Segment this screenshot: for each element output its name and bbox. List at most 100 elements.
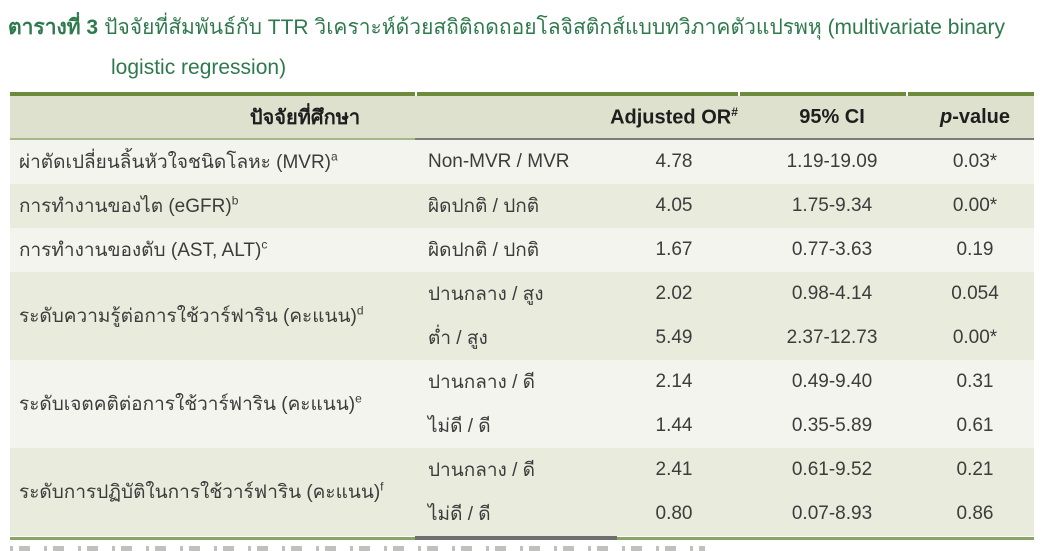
table-header-row: ปัจจัยที่ศึกษา Adjusted OR# 95% CI p-val… [10,96,1034,138]
category-cell: Non-MVR / MVR [428,151,570,172]
bottom-border-gray-middle [415,536,617,540]
category-cell: ไม่ดี / ดี [428,504,491,525]
table-row: ปานกลาง / ดี 2.41 0.61-9.52 0.21 [422,448,1034,492]
factor-label-cell: ผ่าตัดเปลี่ยนลิ้นหัวใจชนิดโลหะ (MVR)a [10,140,422,184]
factor-group-row: ระดับการปฏิบัติในการใช้วาร์ฟาริน (คะแนน)… [10,448,1034,536]
category-cell: ไม่ดี / ดี [428,416,491,437]
factor-subrows: ปานกลาง / ดี 2.41 0.61-9.52 0.21 ไม่ดี /… [422,448,1034,536]
top-border-segment [10,92,415,96]
factor-superscript: b [231,193,239,208]
factor-group-row: ระดับความรู้ต่อการใช้วาร์ฟาริน (คะแนน)d … [10,272,1034,360]
ci-cell: 0.35-5.89 [791,415,873,436]
header-adjusted-or-text: Adjusted OR [610,106,732,129]
category-cell: ผิดปกติ / ปกติ [428,240,540,261]
p-value-cell: 0.21 [956,459,994,480]
table-caption-line1: ตารางที่ 3 ปัจจัยที่สัมพันธ์กับ TTR วิเคร… [8,8,1030,48]
factor-superscript: a [331,149,338,164]
ci-cell: 1.75-9.34 [791,195,873,216]
factor-label: การทำงานของไต (eGFR) [19,196,232,217]
factor-group-row: การทำงานของไต (eGFR)b ผิดปกติ / ปกติ 4.0… [10,184,1034,228]
factor-group-row: ระดับเจตคติต่อการใช้วาร์ฟาริน (คะแนน)e ป… [10,360,1034,448]
adjusted-or-cell: 1.67 [655,239,693,260]
factor-subrows: ผิดปกติ / ปกติ 4.05 1.75-9.34 0.00* [422,184,1034,228]
category-cell: ผิดปกติ / ปกติ [428,196,540,217]
ci-cell: 0.61-9.52 [791,459,873,480]
top-border-gap [415,92,417,96]
header-p-italic: p [939,105,953,128]
factor-label-cell: ระดับการปฏิบัติในการใช้วาร์ฟาริน (คะแนน)… [10,448,422,536]
adjusted-or-cell: 1.44 [655,415,693,436]
factor-superscript: f [380,479,384,494]
header-underline [10,138,1034,140]
p-value-cell: 0.00* [952,327,998,348]
factor-subrows: ผิดปกติ / ปกติ 1.67 0.77-3.63 0.19 [422,228,1034,272]
top-border-segment [740,92,906,96]
adjusted-or-cell: 5.49 [655,327,693,348]
factor-label: ระดับการปฏิบัติในการใช้วาร์ฟาริน (คะแนน) [19,482,381,503]
p-value-cell: 0.86 [956,503,994,524]
category-cell: ปานกลาง / ดี [428,372,535,393]
p-value-cell: 0.03* [952,151,998,172]
bottom-border-green-left [10,537,415,540]
p-value-cell: 0.61 [956,415,994,436]
factor-group-row: ผ่าตัดเปลี่ยนลิ้นหัวใจชนิดโลหะ (MVR)a No… [10,140,1034,184]
factor-subrows: ปานกลาง / สูง 2.02 0.98-4.14 0.054 ต่ำ /… [422,272,1034,360]
table-row: ไม่ดี / ดี 0.80 0.07-8.93 0.86 [422,492,1034,536]
top-border-gap [906,92,908,96]
table-number-label: ตารางที่ 3 [8,16,99,39]
factor-label-cell: การทำงานของไต (eGFR)b [10,184,422,228]
adjusted-or-cell: 0.80 [655,503,693,524]
ci-cell: 1.19-19.09 [786,151,878,172]
table-caption-line2: logistic regression) [111,55,287,79]
ci-cell: 0.49-9.40 [791,371,873,392]
ci-cell: 0.98-4.14 [791,283,873,304]
table-bottom-border [10,536,1034,540]
factor-subrows: ปานกลาง / ดี 2.14 0.49-9.40 0.31 ไม่ดี /… [422,360,1034,448]
p-value-cell: 0.00* [952,195,998,216]
table-caption: ตารางที่ 3 ปัจจัยที่สัมพันธ์กับ TTR วิเคร… [0,0,1044,88]
table-row: ไม่ดี / ดี 1.44 0.35-5.89 0.61 [422,404,1034,448]
p-value-cell: 0.19 [956,239,994,260]
factor-label: ระดับเจตคติต่อการใช้วาร์ฟาริน (คะแนน) [19,394,356,415]
category-cell: ต่ำ / สูง [428,328,488,349]
factor-label: ผ่าตัดเปลี่ยนลิ้นหัวใจชนิดโลหะ (MVR) [19,152,331,173]
table-row: ปานกลาง / ดี 2.14 0.49-9.40 0.31 [422,360,1034,404]
top-border-segment [908,92,1034,96]
table-row: ต่ำ / สูง 5.49 2.37-12.73 0.00* [422,316,1034,360]
adjusted-or-cell: 2.02 [655,283,693,304]
results-table: ปัจจัยที่ศึกษา Adjusted OR# 95% CI p-val… [10,92,1034,540]
table-row: ผิดปกติ / ปกติ 1.67 0.77-3.63 0.19 [422,228,1034,272]
adjusted-or-cell: 4.05 [655,195,693,216]
adjusted-or-cell: 2.14 [655,371,693,392]
factor-group-row: การทำงานของตับ (AST, ALT)c ผิดปกติ / ปกต… [10,228,1034,272]
factor-superscript: d [356,303,364,318]
category-cell: ปานกลาง / สูง [428,284,544,305]
ci-cell: 0.07-8.93 [791,503,873,524]
header-adjusted-or: Adjusted OR# [600,105,748,130]
ci-cell: 2.37-12.73 [786,327,878,348]
bottom-border-green-right [617,537,1034,540]
ci-cell: 0.77-3.63 [791,239,873,260]
header-p-value: p-value [916,106,1034,129]
header-95ci: 95% CI [799,105,865,128]
adjusted-or-cell: 4.78 [655,151,693,172]
factor-superscript: e [355,391,362,406]
p-value-cell: 0.054 [951,283,999,304]
category-cell: ปานกลาง / ดี [428,460,535,481]
table-row: Non-MVR / MVR 4.78 1.19-19.09 0.03* [422,140,1034,184]
factor-label-cell: การทำงานของตับ (AST, ALT)c [10,228,422,272]
factor-label: การทำงานของตับ (AST, ALT) [19,240,262,261]
table-row: ผิดปกติ / ปกติ 4.05 1.75-9.34 0.00* [422,184,1034,228]
header-underline-green [10,138,415,140]
table-body: ผ่าตัดเปลี่ยนลิ้นหัวใจชนิดโลหะ (MVR)a No… [10,140,1034,536]
header-p-rest: -value [952,105,1011,128]
header-factor: ปัจจัยที่ศึกษา [249,107,361,129]
factor-subrows: Non-MVR / MVR 4.78 1.19-19.09 0.03* [422,140,1034,184]
factor-superscript: c [261,237,268,252]
factor-label: ระดับความรู้ต่อการใช้วาร์ฟาริน (คะแนน) [19,306,357,327]
factor-label-cell: ระดับเจตคติต่อการใช้วาร์ฟาริน (คะแนน)e [10,360,422,448]
header-or-superscript: # [731,104,738,119]
table-top-border [10,92,1034,96]
table-caption-text: ปัจจัยที่สัมพันธ์กับ TTR วิเคราะห์ด้วยสถ… [104,16,1005,39]
